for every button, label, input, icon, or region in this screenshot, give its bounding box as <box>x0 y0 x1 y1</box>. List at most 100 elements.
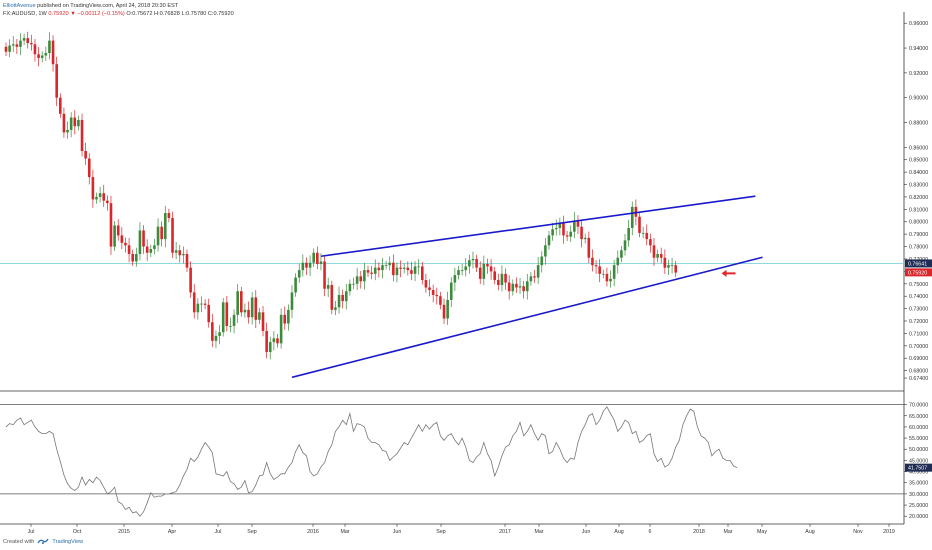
candle-body <box>616 257 620 266</box>
candle <box>649 233 652 253</box>
time-tick-label: Sep <box>247 529 256 535</box>
candle <box>261 305 265 337</box>
trendline-layer[interactable] <box>291 195 763 379</box>
candle <box>583 233 587 244</box>
candle <box>330 280 334 315</box>
rsi-pane <box>0 404 904 517</box>
candle-body <box>337 294 341 308</box>
candle <box>605 267 609 287</box>
candle-body <box>243 309 247 313</box>
candle-body <box>283 314 287 324</box>
symbol-label[interactable]: FX:AUDUSD, 1W <box>3 11 47 17</box>
candle <box>533 270 536 283</box>
axis-layer: 0.96000 0.94000 0.92000 0.90000 0.88000 0.860… <box>28 21 929 535</box>
candle-body <box>22 38 26 41</box>
candle <box>341 289 344 309</box>
price-badge-hline: 0.76641 <box>905 259 932 268</box>
candle <box>4 42 8 57</box>
candle-body <box>410 270 413 274</box>
candle-body <box>605 273 609 282</box>
candle-body <box>156 226 160 246</box>
author-link[interactable]: ElliottAvenue <box>3 3 36 9</box>
candle <box>348 279 352 296</box>
candle-body <box>287 309 290 324</box>
candle-body <box>359 276 363 282</box>
candle-body <box>478 267 482 279</box>
candle-body <box>475 258 478 268</box>
trendline-lower <box>291 256 763 379</box>
candle <box>536 256 540 284</box>
candle-body <box>127 245 131 255</box>
candle-body <box>211 322 214 341</box>
candle <box>135 247 138 267</box>
candle-body <box>30 43 33 45</box>
candle <box>276 334 279 348</box>
red-arrow-icon <box>721 269 736 277</box>
candle <box>562 215 565 244</box>
candle <box>442 298 446 324</box>
candle <box>475 254 478 272</box>
candle-body <box>98 193 102 197</box>
rsi-tick-label: 45.0000 <box>909 458 928 464</box>
candle-body <box>305 262 308 268</box>
candle-body <box>645 232 649 240</box>
candle-body <box>323 261 326 289</box>
candle <box>406 261 410 276</box>
last-price: 0.75920 <box>48 11 69 17</box>
candle-body <box>44 53 48 56</box>
candle <box>30 34 33 51</box>
candle-body <box>656 254 659 258</box>
candle <box>392 254 395 282</box>
time-tick-label: Aug <box>614 529 623 535</box>
down-arrow-icon: ▼ <box>70 11 76 17</box>
candle <box>254 290 258 329</box>
candle <box>145 239 149 262</box>
candle <box>471 251 475 269</box>
candle-body <box>203 303 207 305</box>
price-tick-label: 0.78000 <box>909 245 928 251</box>
candle <box>305 257 308 275</box>
candle <box>453 267 457 291</box>
candle <box>337 286 341 314</box>
candle <box>497 273 500 291</box>
candle <box>87 153 91 185</box>
candle <box>153 238 156 255</box>
candle <box>8 39 11 58</box>
candle-body <box>674 265 677 273</box>
tradingview-brand[interactable]: TradingView <box>52 538 84 545</box>
candle-body <box>4 46 8 52</box>
time-tick-label: 2017 <box>499 529 511 535</box>
candle <box>268 336 272 360</box>
rsi-line <box>5 406 738 517</box>
candle <box>395 262 399 283</box>
candle <box>388 256 392 271</box>
candle-body <box>19 40 22 47</box>
candle-body <box>69 117 73 130</box>
candle-body <box>294 277 297 293</box>
candle <box>630 201 634 236</box>
candle-body <box>439 296 442 305</box>
candle-body <box>312 252 315 263</box>
candle <box>587 231 591 264</box>
candle-body <box>232 314 236 326</box>
candle-body <box>116 225 120 236</box>
time-tick-label: Mar <box>340 529 349 535</box>
price-tick-label: 0.96000 <box>909 21 928 27</box>
candle-body <box>431 289 435 295</box>
candle-body <box>225 302 229 326</box>
candle-body <box>355 276 359 284</box>
time-tick-label: Jul <box>215 529 222 535</box>
candle-body <box>290 292 294 310</box>
candle <box>352 277 355 290</box>
candle <box>504 268 507 290</box>
candle <box>373 259 377 281</box>
candle <box>674 260 677 277</box>
candle <box>69 112 73 138</box>
candle <box>344 283 348 310</box>
candle-body <box>26 38 30 44</box>
candle-body <box>341 294 344 302</box>
candle-body <box>428 287 431 290</box>
candle-body <box>153 245 156 250</box>
candle <box>413 261 417 282</box>
